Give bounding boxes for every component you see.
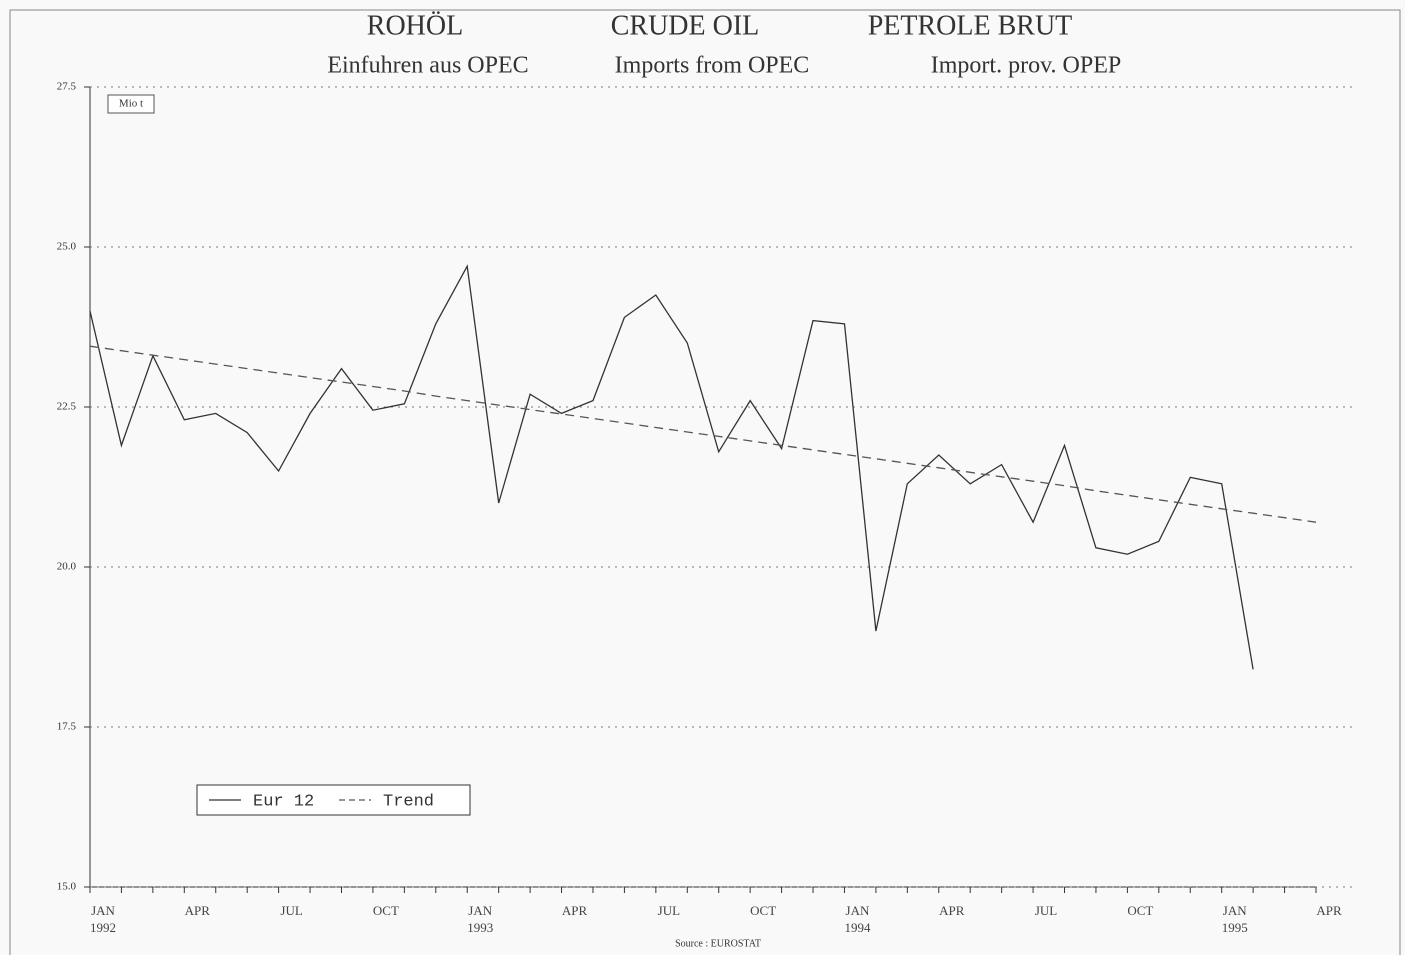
legend-label: Eur 12 — [253, 792, 314, 811]
x-tick-label: OCT — [1127, 903, 1154, 918]
y-tick-label: 25.0 — [57, 241, 77, 253]
unit-box — [107, 94, 155, 114]
x-tick-label: JAN 1992 — [90, 903, 116, 935]
unit-label: Mio t — [119, 98, 143, 110]
title-de: ROHÖL — [367, 10, 463, 41]
title-en: CRUDE OIL — [611, 10, 760, 41]
trend-line — [89, 345, 1317, 523]
y-tick-label: 20.0 — [57, 561, 77, 573]
frame — [9, 9, 1401, 955]
x-tick-label: APR — [184, 903, 210, 918]
subtitle-en: Imports from OPEC — [615, 53, 810, 79]
y-tick-label: 27.5 — [57, 81, 77, 93]
subtitle-de: Einfuhren aus OPEC — [327, 53, 528, 79]
subtitle-fr: Import. prov. OPEP — [931, 53, 1121, 79]
x-tick-label: OCT — [372, 903, 399, 918]
x-tick-label: JUL — [1034, 903, 1058, 918]
x-tick-label: JUL — [280, 903, 303, 918]
y-tick-label: 22.5 — [57, 401, 77, 413]
legend-box — [196, 784, 471, 816]
x-tick-label: APR — [561, 903, 588, 918]
x-tick-label: APR — [939, 903, 965, 918]
x-tick-label: JAN 1995 — [1221, 903, 1248, 935]
x-tick-label: JUL — [657, 903, 681, 918]
data-line — [89, 264, 1254, 670]
legend-label: Trend — [383, 792, 434, 811]
x-tick-label: JAN 1993 — [467, 903, 494, 935]
y-tick-label: 15.0 — [57, 881, 77, 893]
x-tick-label: APR — [1316, 903, 1342, 918]
x-tick-label: JAN 1994 — [844, 903, 871, 935]
x-tick-label: OCT — [750, 903, 777, 918]
source: Source : EUROSTAT — [675, 938, 761, 949]
title-fr: PETROLE BRUT — [868, 10, 1073, 41]
y-tick-label: 17.5 — [57, 721, 77, 733]
